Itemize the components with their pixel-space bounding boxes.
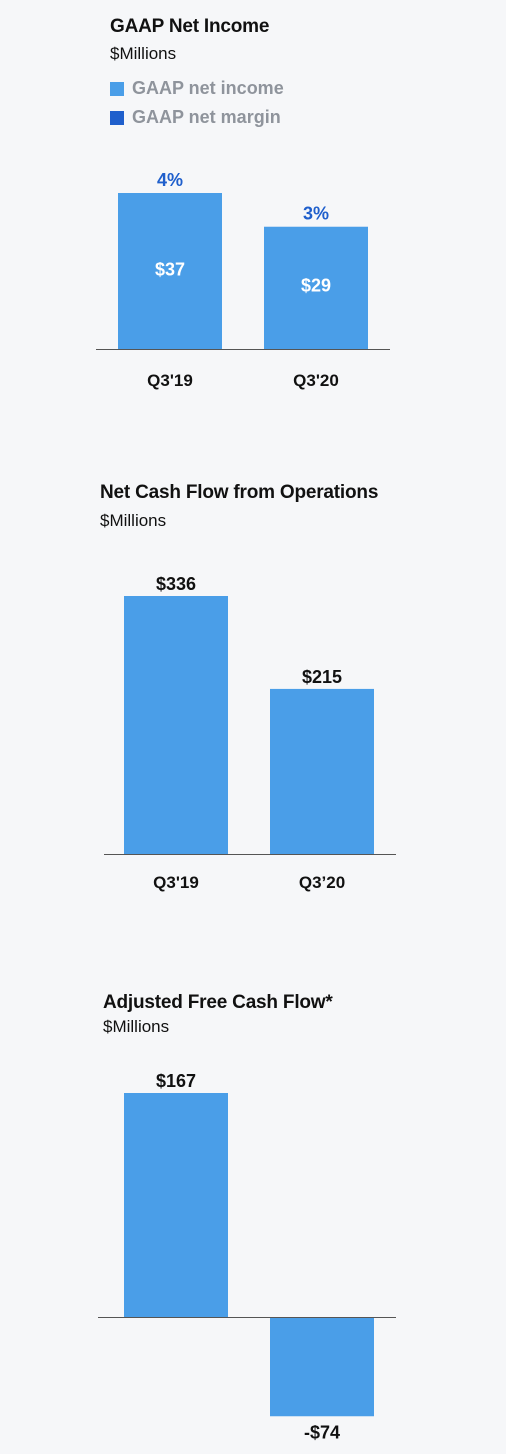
chart-net-cash-flow-operations: Net Cash Flow from Operations $Millions … — [0, 470, 506, 920]
category-label: Q3'19 — [153, 873, 199, 892]
bar — [264, 226, 368, 349]
bar — [124, 596, 228, 854]
legend-swatch-net-income — [110, 81, 124, 96]
chart-subtitle: $Millions — [100, 511, 167, 530]
data-label: $37 — [155, 260, 185, 280]
legend-item-net-income: GAAP net income — [110, 78, 284, 99]
data-label: $336 — [156, 574, 196, 594]
margin-label: 4% — [157, 170, 183, 190]
category-label: Q3’20 — [299, 873, 345, 892]
legend-item-net-margin: GAAP net margin — [110, 107, 281, 128]
chart-subtitle: $Millions — [103, 1017, 170, 1036]
chart-plot: $336 Q3'19 $215 Q3’20 — [104, 574, 396, 892]
data-label: $29 — [301, 276, 331, 296]
legend-label: GAAP net income — [132, 78, 284, 98]
chart-adjusted-free-cash-flow: Adjusted Free Cash Flow* $Millions $167 -… — [0, 980, 506, 1454]
data-label: -$74 — [304, 1422, 340, 1442]
data-label: $167 — [156, 1071, 196, 1091]
chart-plot: $37 4% Q3'19 $29 3% Q3'20 — [96, 170, 390, 390]
data-label: $215 — [302, 667, 342, 687]
legend-swatch-net-margin — [110, 110, 124, 125]
chart-plot: $167 -$74 — [98, 1071, 396, 1442]
chart-title: Adjusted Free Cash Flow* — [103, 992, 333, 1013]
margin-label: 3% — [303, 204, 329, 224]
bar — [270, 1317, 374, 1417]
bar — [124, 1093, 228, 1317]
chart-gaap-net-income: GAAP Net Income $Millions GAAP net incom… — [0, 0, 506, 420]
legend-label: GAAP net margin — [132, 107, 281, 127]
category-label: Q3'19 — [147, 371, 193, 390]
chart-subtitle: $Millions — [110, 44, 177, 63]
chart-title: Net Cash Flow from Operations — [100, 482, 379, 503]
bar — [270, 688, 374, 854]
category-label: Q3'20 — [293, 371, 339, 390]
chart-title: GAAP Net Income — [110, 16, 270, 37]
bar — [118, 193, 222, 349]
